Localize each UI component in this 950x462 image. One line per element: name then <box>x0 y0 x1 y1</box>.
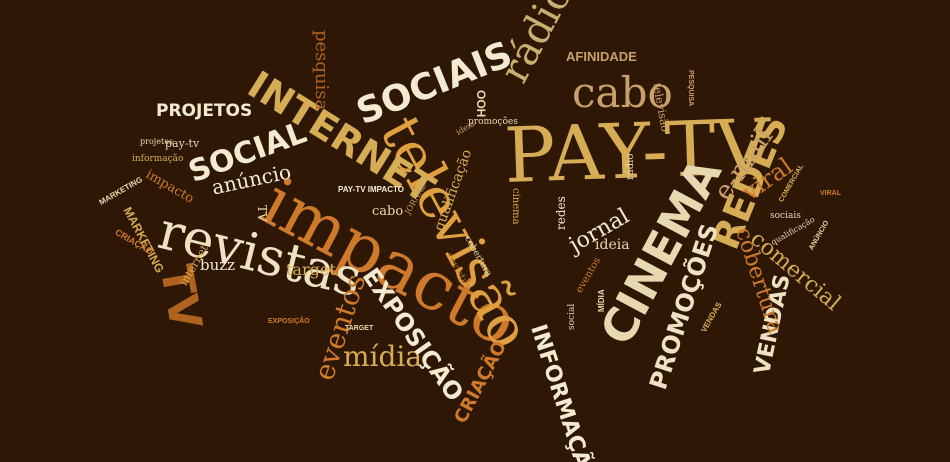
word-midia-small: MÍDIA <box>597 289 606 312</box>
word-projetos: PROJETOS <box>156 101 253 121</box>
word-target: target <box>286 260 336 279</box>
word-tv: TV <box>149 261 212 334</box>
word-buzz: buzz <box>200 256 236 274</box>
word-sociais-small: sociais <box>770 211 801 221</box>
word-ideia: ideia <box>595 237 630 253</box>
word-cinema-small: cinema <box>510 188 521 225</box>
word-ideia-small: ideia <box>454 119 477 137</box>
word-cabo-small: cabo <box>372 204 404 219</box>
word-cabo: cabo <box>572 68 673 117</box>
word-social-small: social <box>567 303 577 330</box>
word-radio-small: rádio <box>625 153 636 180</box>
word-radio: rádio <box>491 0 582 91</box>
word-afinidade: AFINIDADE <box>566 49 637 64</box>
word-pesquisa-small: PESQUISA <box>687 70 694 107</box>
word-ooh: OOH <box>474 90 488 118</box>
word-vendas-small: VENDAS <box>699 300 724 334</box>
word-viral-small: VIRAL <box>820 190 841 197</box>
word-informacao-small: informação <box>132 154 184 164</box>
word-impacto-small: impacto <box>143 167 197 207</box>
word-pay-tv-small: pay-tv <box>165 137 200 150</box>
word-marketing-small: MARKETING <box>97 174 144 207</box>
word-projetos-small: projetos <box>140 137 174 146</box>
word-tv-small: TV <box>255 205 269 222</box>
word-pay-tv-impacto: PAY-TV IMPACTO <box>338 185 404 194</box>
word-pesquisa: pesquisa <box>311 30 332 111</box>
word-midia: mídia <box>343 340 423 373</box>
word-informacao: INFORMAÇÃO <box>525 321 601 462</box>
word-redes-small: redes <box>554 196 568 230</box>
word-exposicao-small: EXPOSIÇÃO <box>268 318 310 325</box>
word-target-small: TARGET <box>345 325 374 332</box>
word-promocoes-small: promoções <box>468 117 518 127</box>
